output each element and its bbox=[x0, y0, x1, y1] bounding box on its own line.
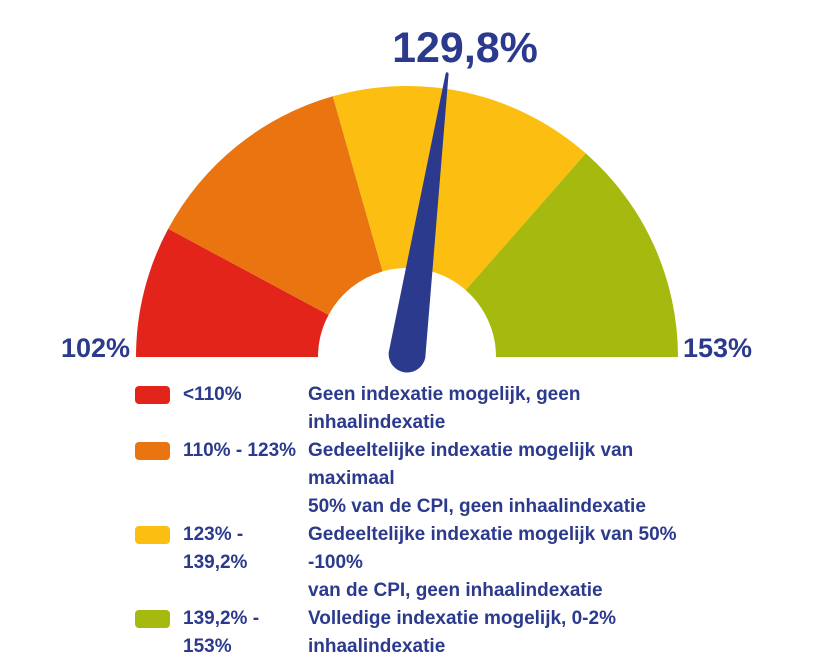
gauge-figure: 129,8% 102% 153% <110% Geen indexatie mo… bbox=[60, 24, 753, 657]
gauge-needle bbox=[388, 72, 449, 373]
gauge-segment-red bbox=[135, 228, 329, 357]
legend-range-label: <110% bbox=[183, 384, 242, 405]
legend-row-yellow: 123% - 139,2% Gedeeltelijke indexatie mo… bbox=[135, 521, 698, 605]
gauge-segment-green bbox=[465, 153, 678, 357]
gauge-svg bbox=[135, 72, 678, 373]
legend-swatch-orange bbox=[135, 442, 170, 460]
legend-description: Gedeeltelijke indexatie mogelijk van 50%… bbox=[308, 524, 677, 601]
legend-swatch-yellow bbox=[135, 526, 170, 544]
legend-swatch-red bbox=[135, 386, 170, 404]
legend-swatch-green bbox=[135, 610, 170, 628]
gauge-segment-yellow bbox=[332, 85, 586, 291]
legend-description: Volledige indexatie mogelijk, 0-2% inhaa… bbox=[308, 608, 616, 657]
gauge-segment-orange bbox=[168, 96, 383, 315]
gauge-max-label: 153% bbox=[683, 333, 753, 363]
legend-row-green: 139,2% - 153% Volledige indexatie mogeli… bbox=[135, 605, 698, 661]
legend-description: Geen indexatie mogelijk, geen inhaalinde… bbox=[308, 384, 581, 433]
legend-range-label: 139,2% - 153% bbox=[183, 608, 260, 657]
gauge-legend: <110% Geen indexatie mogelijk, geen inha… bbox=[135, 381, 698, 661]
gauge-value-title: 129,8% bbox=[392, 24, 538, 72]
legend-description: Gedeeltelijke indexatie mogelijk van max… bbox=[308, 440, 646, 517]
legend-range-label: 123% - 139,2% bbox=[183, 524, 248, 573]
legend-range-label: 110% - 123% bbox=[183, 440, 297, 461]
legend-row-red: <110% Geen indexatie mogelijk, geen inha… bbox=[135, 381, 698, 437]
legend-row-orange: 110% - 123% Gedeeltelijke indexatie moge… bbox=[135, 437, 698, 521]
gauge-min-label: 102% bbox=[60, 333, 130, 363]
